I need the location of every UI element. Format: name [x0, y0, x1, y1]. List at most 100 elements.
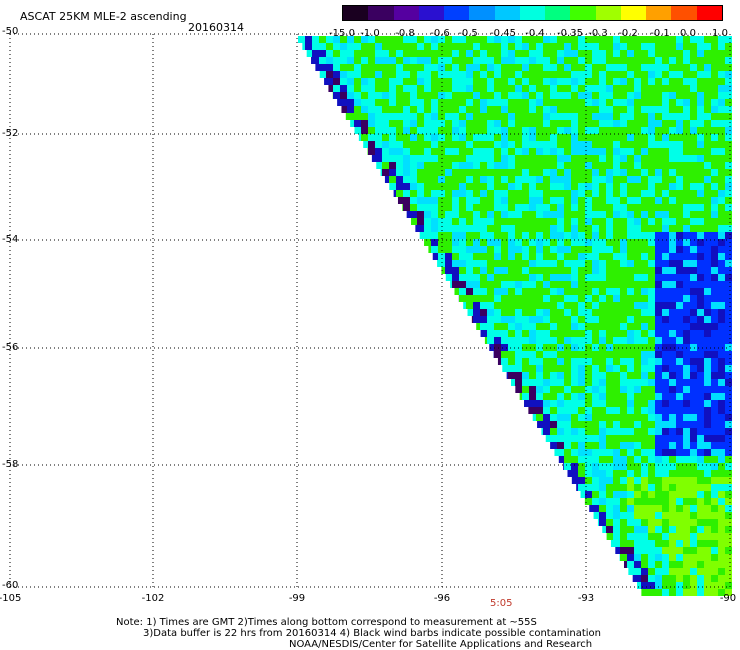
swath-cell: [410, 155, 417, 162]
swath-cell: [529, 393, 536, 400]
swath-cell: [655, 71, 662, 78]
swath-cell: [424, 71, 431, 78]
swath-cell: [641, 379, 648, 386]
swath-cell: [536, 316, 543, 323]
swath-cell: [718, 582, 725, 589]
swath-cell: [627, 232, 634, 239]
swath-cell: [704, 113, 711, 120]
swath-cell: [501, 162, 508, 169]
swath-cell: [676, 106, 683, 113]
swath-cell: [529, 190, 536, 197]
swath-cell: [613, 260, 620, 267]
lat-label: -56: [2, 342, 19, 353]
swath-cell: [438, 113, 445, 120]
swath-cell: [522, 232, 529, 239]
swath-cell: [417, 50, 424, 57]
swath-cell: [725, 470, 732, 477]
swath-cell: [662, 288, 669, 295]
swath-cell: [578, 260, 585, 267]
swath-cell: [676, 344, 683, 351]
swath-cell: [550, 386, 557, 393]
swath-cell: [711, 400, 718, 407]
swath-cell: [690, 582, 697, 589]
swath-cell: [592, 141, 599, 148]
swath-cell: [564, 57, 571, 64]
swath-cell: [543, 148, 550, 155]
swath-cell: [627, 64, 634, 71]
swath-cell: [480, 232, 487, 239]
swath-cell: [725, 176, 732, 183]
swath-cell: [690, 491, 697, 498]
swath-cell: [683, 540, 690, 547]
swath-cell: [529, 344, 536, 351]
swath-cell: [711, 407, 718, 414]
swath-cell: [711, 505, 718, 512]
swath-cell: [578, 162, 585, 169]
swath-cell: [634, 463, 641, 470]
swath-cell: [585, 421, 592, 428]
swath-cell: [480, 106, 487, 113]
swath-cell: [662, 498, 669, 505]
swath-cell: [690, 162, 697, 169]
swath-cell: [515, 316, 522, 323]
swath-cell: [676, 43, 683, 50]
swath-cell: [466, 134, 473, 141]
swath-cell: [718, 50, 725, 57]
swath-cell: [557, 281, 564, 288]
swath-cell: [508, 134, 515, 141]
swath-cell: [648, 540, 655, 547]
swath-cell: [718, 435, 725, 442]
swath-cell: [501, 260, 508, 267]
swath-cell: [522, 155, 529, 162]
swath-cell: [529, 400, 536, 407]
swath-cell: [711, 78, 718, 85]
swath-cell: [578, 127, 585, 134]
swath-cell: [606, 85, 613, 92]
swath-cell: [459, 134, 466, 141]
swath-cell: [599, 246, 606, 253]
swath-cell: [627, 540, 634, 547]
swath-cell: [501, 288, 508, 295]
swath-cell: [410, 71, 417, 78]
swath-cell: [382, 106, 389, 113]
swath-cell: [550, 330, 557, 337]
lat-label: -60: [2, 580, 19, 591]
swath-cell: [613, 113, 620, 120]
swath-cell: [417, 176, 424, 183]
swath-cell: [599, 211, 606, 218]
swath-cell: [522, 344, 529, 351]
swath-cell: [480, 239, 487, 246]
swath-cell: [466, 99, 473, 106]
swath-cell: [494, 85, 501, 92]
swath-cell: [489, 344, 494, 351]
swath-cell: [648, 470, 655, 477]
swath-cell: [543, 225, 550, 232]
swath-cell: [585, 330, 592, 337]
swath-cell: [676, 155, 683, 162]
swath-cell: [403, 99, 410, 106]
swath-cell: [634, 197, 641, 204]
swath-cell: [543, 183, 550, 190]
swath-cell: [487, 253, 494, 260]
swath-cell: [662, 463, 669, 470]
swath-cell: [704, 491, 711, 498]
swath-cell: [662, 379, 669, 386]
swath-cell: [599, 204, 606, 211]
swath-cell: [592, 106, 599, 113]
swath-cell: [410, 204, 417, 211]
swath-cell: [634, 512, 641, 519]
swath-cell: [501, 36, 508, 43]
swath-cell: [466, 190, 473, 197]
swath-cell: [627, 190, 634, 197]
swath-cell: [428, 246, 431, 253]
swath-cell: [620, 246, 627, 253]
swath-cell: [606, 491, 613, 498]
swath-cell: [648, 92, 655, 99]
swath-cell: [697, 288, 704, 295]
swath-cell: [431, 141, 438, 148]
swath-cell: [641, 162, 648, 169]
swath-cell: [655, 456, 662, 463]
swath-cell: [564, 428, 571, 435]
swath-cell: [564, 456, 571, 463]
swath-cell: [536, 36, 543, 43]
